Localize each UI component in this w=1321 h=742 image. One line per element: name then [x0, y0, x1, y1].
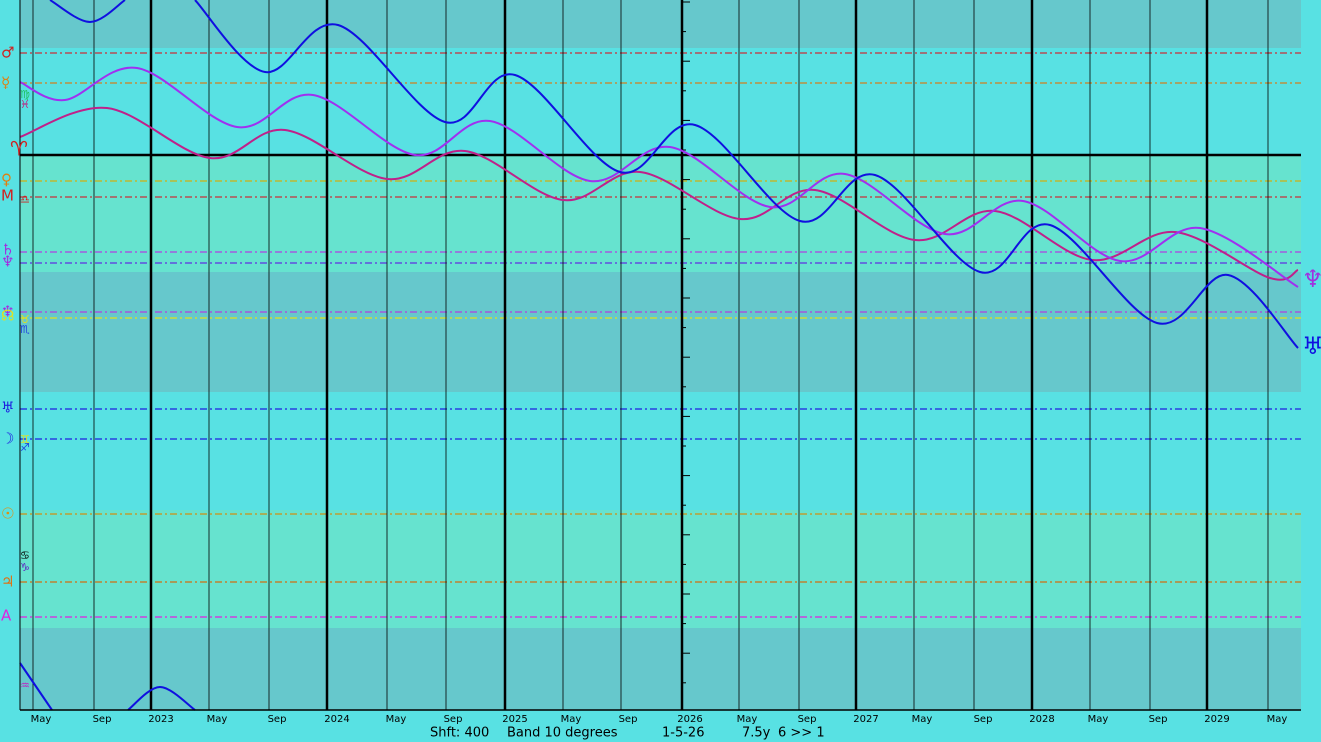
planet-glyph: ♈	[10, 137, 28, 161]
x-tick-label: May	[386, 714, 407, 725]
curve	[19, 106, 1299, 281]
x-tick-label: 2027	[853, 714, 878, 725]
x-tick-label: 2026	[677, 714, 702, 725]
footer-band: Band 10 degrees	[507, 726, 618, 741]
x-tick-label: 2024	[324, 714, 349, 725]
x-tick-label: Sep	[444, 714, 463, 725]
x-tick-label: May	[207, 714, 228, 725]
planet-glyph: ♆	[1302, 265, 1321, 293]
x-tick-label: Sep	[798, 714, 817, 725]
x-tick-label: Sep	[268, 714, 287, 725]
sign-glyph: ♎	[20, 193, 30, 206]
footer-shift: Shft: 400	[430, 726, 489, 741]
x-tick-label: 2028	[1029, 714, 1054, 725]
planet-glyph: ♃	[1, 573, 14, 591]
x-tick-label: May	[31, 714, 52, 725]
x-tick-label: May	[912, 714, 933, 725]
sign-glyph: ♑	[20, 561, 30, 574]
band	[20, 510, 1301, 628]
x-tick-label: Sep	[974, 714, 993, 725]
planet-glyph: ♀	[1, 171, 12, 189]
grid	[20, 0, 1301, 710]
planet-glyph: ♂	[1, 44, 14, 62]
footer-span: 7.5y	[742, 726, 771, 741]
sign-glyph: ♉	[20, 313, 30, 326]
planet-glyph: ☉	[1, 505, 14, 523]
x-tick-label: May	[1088, 714, 1109, 725]
band	[20, 155, 1301, 272]
sign-glyph: ♐	[20, 441, 30, 454]
curve	[127, 685, 196, 711]
band	[20, 628, 1301, 710]
band	[20, 0, 1301, 48]
sign-glyph: ♊	[20, 433, 30, 446]
sign-glyph: ♓	[20, 98, 30, 111]
planet-glyph: A	[1, 607, 12, 625]
planet-glyph: ☿	[1, 74, 10, 92]
x-tick-label: May	[561, 714, 582, 725]
curve	[19, 66, 1299, 288]
planet-glyph: M	[1, 187, 14, 205]
planet-glyph: ♅	[1302, 332, 1321, 360]
curve	[19, 662, 53, 711]
footer-date: 1-5-26	[662, 726, 704, 741]
sign-glyph: ♒	[20, 679, 30, 692]
sign-glyph: ♏	[20, 323, 30, 336]
x-tick-label: 2029	[1204, 714, 1229, 725]
x-tick-label: Sep	[619, 714, 638, 725]
curve	[194, 0, 1299, 349]
footer-step: 6 >> 1	[778, 726, 825, 741]
planet-glyph: ♄	[1, 241, 14, 259]
planet-glyph: ☽	[1, 430, 14, 448]
planet-glyph: ♆	[1, 253, 14, 271]
planet-glyph: ♆	[1, 303, 14, 321]
curves	[19, 0, 1299, 711]
x-tick-label: 2025	[502, 714, 527, 725]
x-tick-label: Sep	[93, 714, 112, 725]
x-tick-label: May	[1267, 714, 1288, 725]
x-tick-label: Sep	[1149, 714, 1168, 725]
planet-glyph: ♅	[1, 399, 14, 417]
sign-glyph: ♋	[20, 549, 30, 562]
curve	[49, 0, 126, 24]
x-tick-label: 2023	[148, 714, 173, 725]
sign-glyph: ♍	[20, 88, 30, 101]
band	[20, 272, 1301, 392]
x-tick-label: May	[737, 714, 758, 725]
planet-glyph: ☊	[1, 307, 14, 325]
